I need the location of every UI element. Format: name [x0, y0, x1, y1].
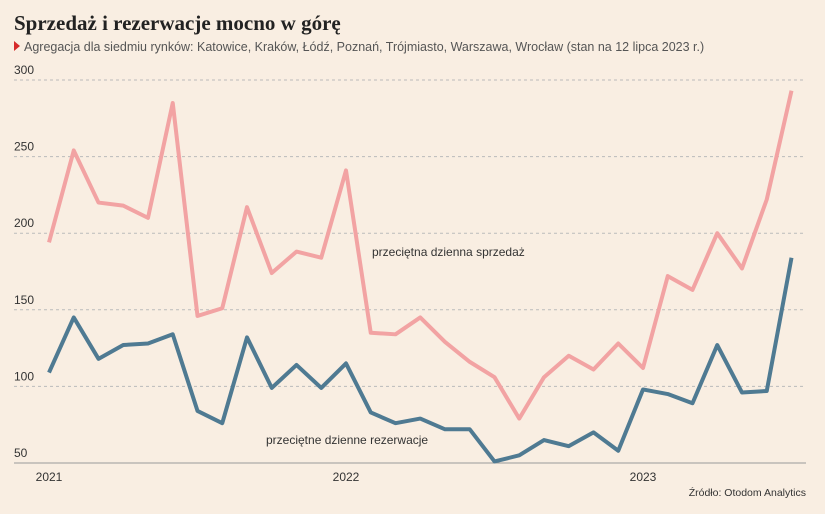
y-tick-label: 250	[14, 140, 34, 154]
series-line	[47, 257, 794, 464]
y-tick-label: 300	[14, 63, 34, 77]
series-line	[47, 90, 794, 421]
y-tick-label: 200	[14, 216, 34, 230]
chart-subtitle: Agregacja dla siedmiu rynków: Katowice, …	[24, 40, 704, 54]
chart-title: Sprzedaż i rezerwacje mocno w górę	[14, 11, 341, 35]
y-tick-label: 50	[14, 446, 28, 460]
series-label: przeciętna dzienna sprzedaż	[372, 245, 525, 259]
x-tick-label: 2022	[333, 470, 360, 484]
x-tick-label: 2023	[630, 470, 657, 484]
subtitle-marker	[14, 41, 20, 51]
y-tick-label: 100	[14, 369, 34, 383]
y-tick-label: 150	[14, 293, 34, 307]
x-tick-label: 2021	[36, 470, 63, 484]
source: Źródło: Otodom Analytics	[689, 486, 806, 499]
series-label: przeciętne dzienne rezerwacje	[266, 433, 428, 447]
